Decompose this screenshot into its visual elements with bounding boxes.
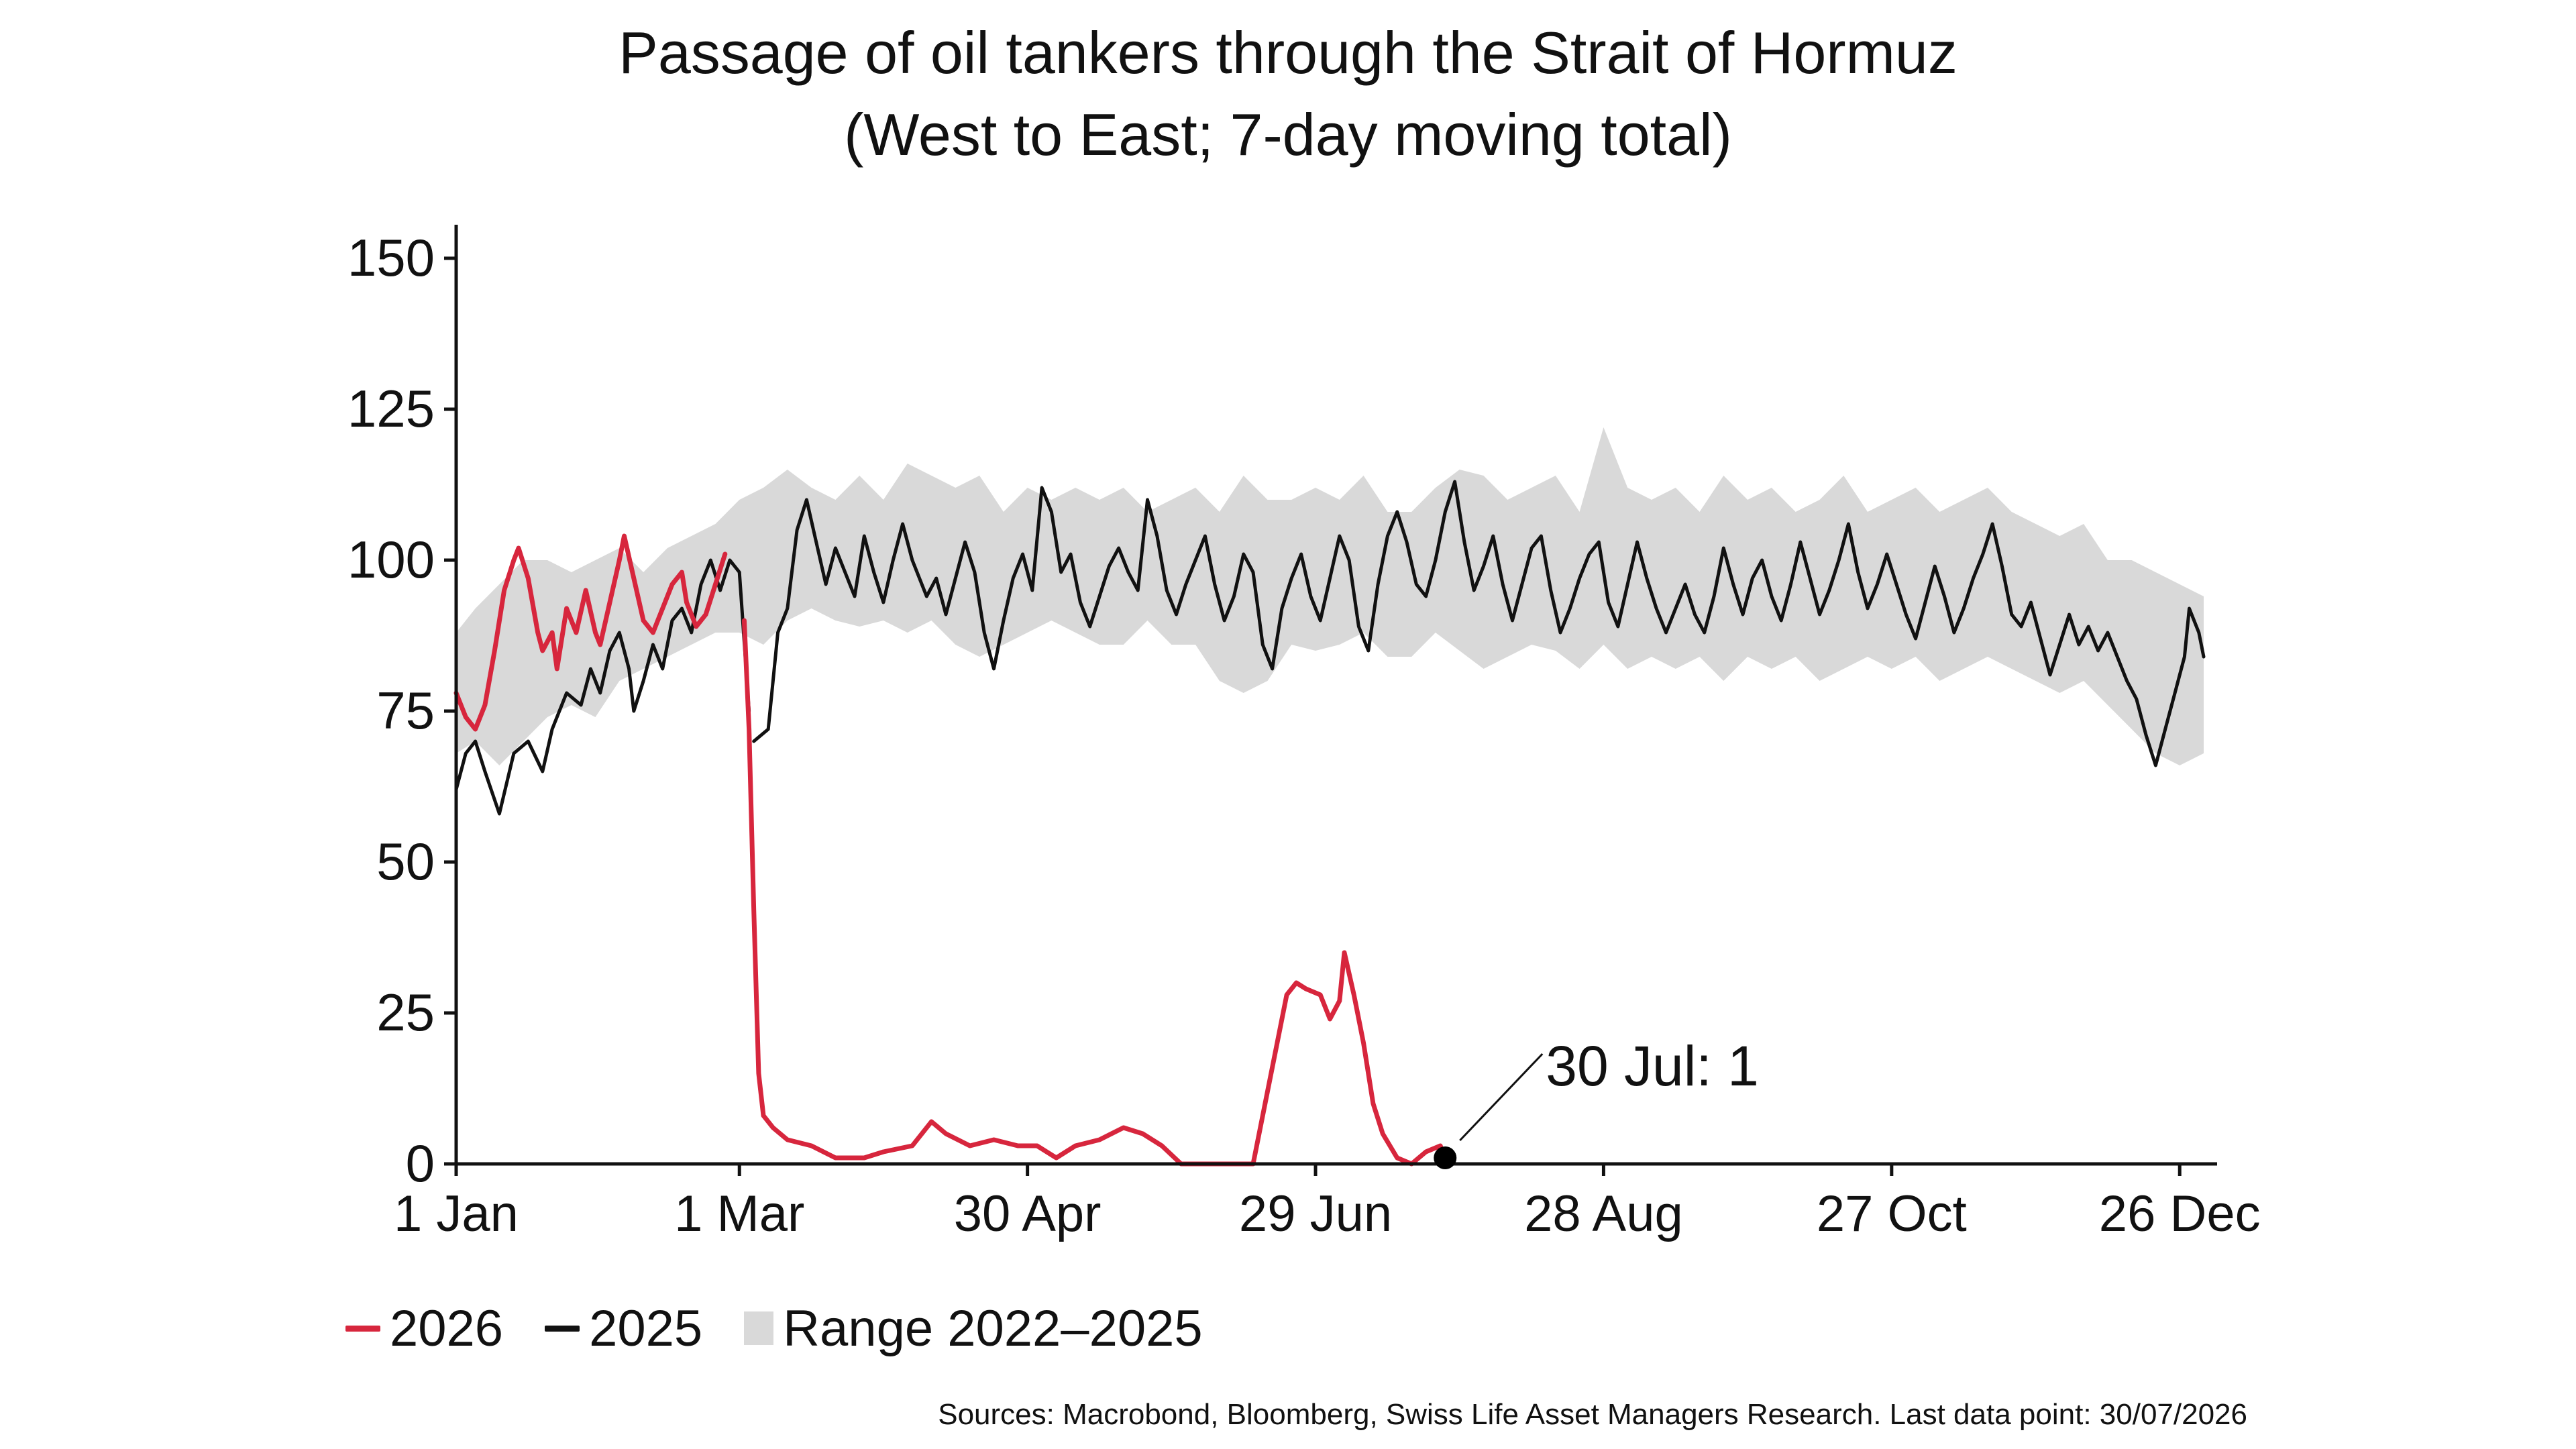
- legend-item-2025: 2025: [545, 1299, 702, 1358]
- series-2025-line-2: [752, 480, 2206, 767]
- source-note: Sources: Macrobond, Bloomberg, Swiss Lif…: [938, 1398, 2247, 1431]
- y-tick-label-25: 25: [376, 983, 435, 1042]
- chart-subtitle: (West to East; 7-day moving total): [844, 101, 1732, 168]
- series-2026-line-1: [453, 533, 728, 732]
- legend-item-2026: 2026: [345, 1299, 503, 1358]
- range-band-layer: [456, 427, 2204, 765]
- annotation-layer: 30 Jul: 1: [1434, 1034, 1759, 1169]
- x-tick-label-3: 30 Apr: [954, 1185, 1102, 1242]
- legend-label-2025: 2025: [589, 1299, 703, 1357]
- chart-title: Passage of oil tankers through the Strai…: [0, 12, 2576, 176]
- legend-swatch-2025: [545, 1325, 580, 1332]
- series-2025-line-1: [454, 558, 751, 816]
- x-tick-label-7: 26 Dec: [2099, 1185, 2261, 1242]
- y-tick-label-75: 75: [376, 681, 435, 740]
- y-tick-label-50: 50: [376, 832, 435, 891]
- legend-item-range: Range 2022–2025: [744, 1299, 1203, 1358]
- x-tick-label-5: 28 Aug: [1524, 1185, 1683, 1242]
- chart-title-line-1: Passage of oil tankers through the Strai…: [619, 19, 1957, 86]
- legend: 2026 2025 Range 2022–2025: [345, 1298, 1203, 1358]
- range-band-area: [456, 427, 2204, 765]
- series-2026-line-2: [741, 618, 1448, 1167]
- last-data-point-marker: [1434, 1146, 1457, 1169]
- y-tick-label-100: 100: [347, 530, 435, 589]
- series-layer: [453, 480, 2206, 1167]
- annotation-leader-line: [1459, 1053, 1544, 1142]
- legend-label-range: Range 2022–2025: [783, 1299, 1203, 1357]
- y-tick-label-150: 150: [347, 228, 435, 287]
- x-tick-label-6: 27 Oct: [1817, 1185, 1967, 1242]
- y-tick-label-125: 125: [347, 379, 435, 438]
- y-tick-label-0: 0: [406, 1134, 435, 1193]
- axis-layer: 0 25 50 75 100 125 150 1 Jan 1 Mar 30 Apr 29 Jun 28…: [347, 225, 2261, 1242]
- legend-swatch-range: [744, 1311, 774, 1345]
- legend-swatch-2026: [345, 1325, 380, 1332]
- x-tick-label-2: 1 Mar: [674, 1185, 804, 1242]
- annotation-label: 30 Jul: 1: [1546, 1034, 1759, 1097]
- x-tick-label-4: 29 Jun: [1239, 1185, 1392, 1242]
- legend-label-2026: 2026: [390, 1299, 504, 1357]
- x-tick-label-1: 1 Jan: [394, 1185, 519, 1242]
